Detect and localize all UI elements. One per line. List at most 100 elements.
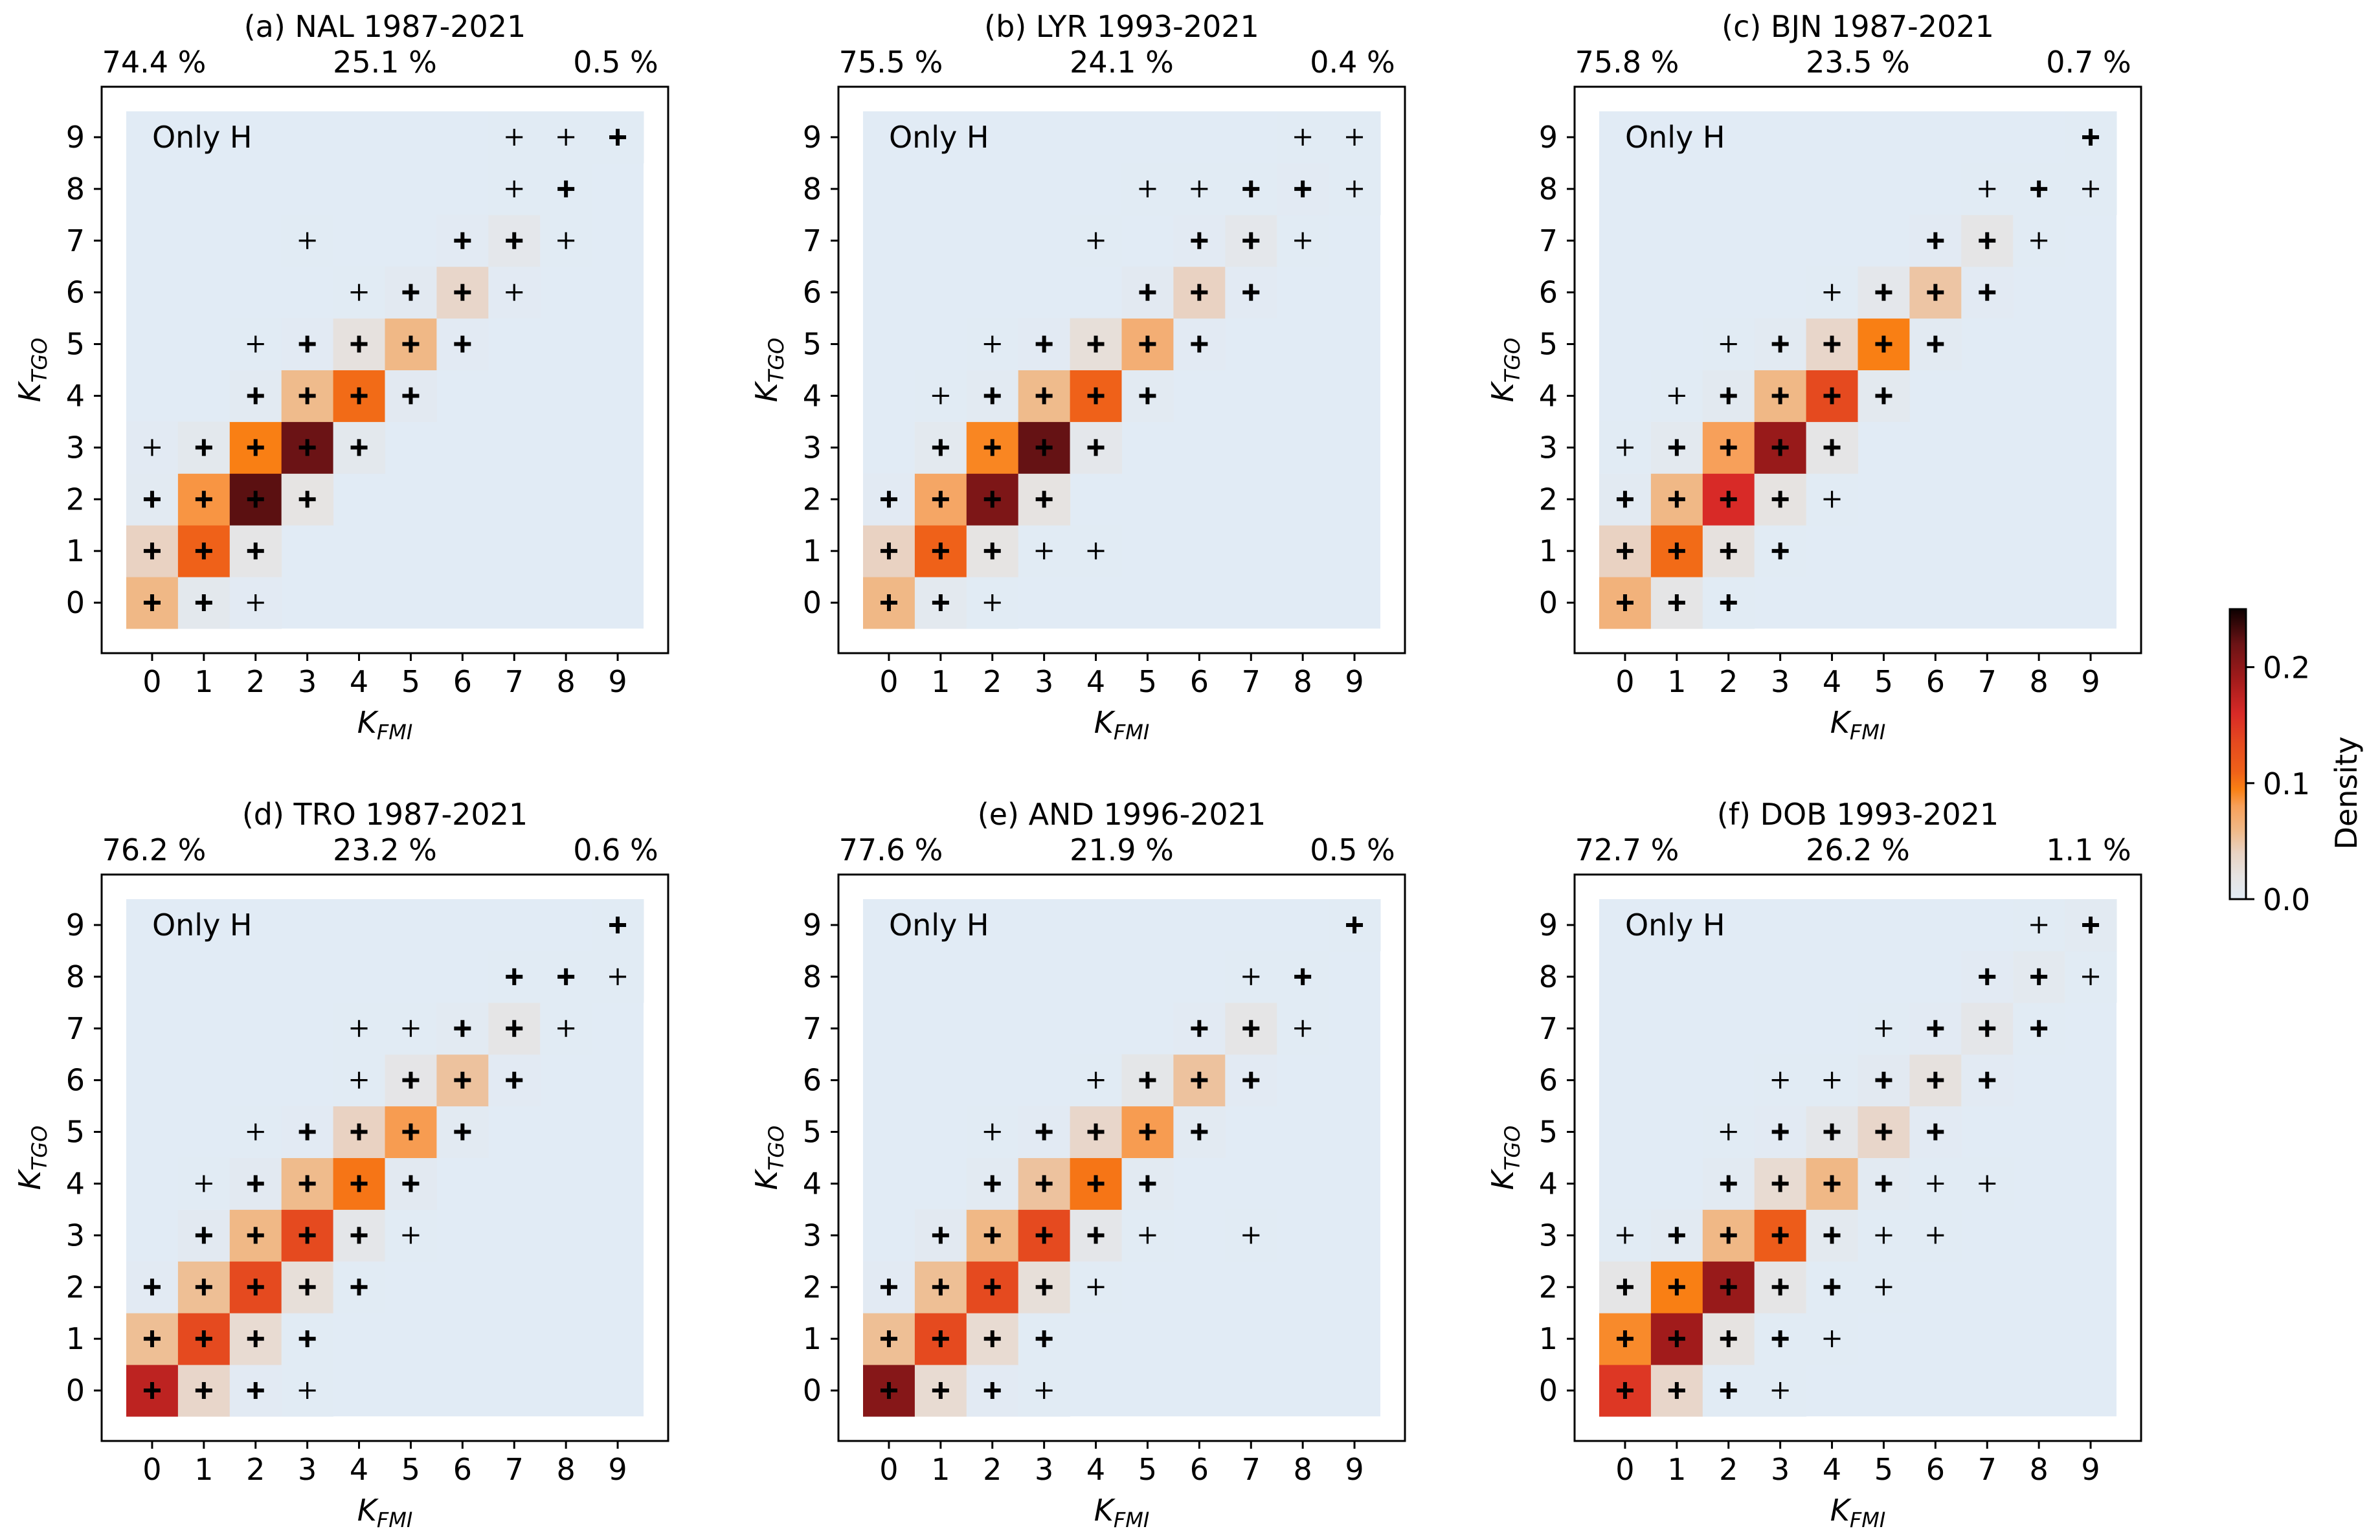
x-axis-label-main: K bbox=[357, 705, 379, 740]
x-axis-label-subscript: FMI bbox=[377, 720, 412, 744]
plus-marker bbox=[1242, 1071, 1260, 1089]
plus-marker bbox=[1927, 1175, 1944, 1192]
colorbar: 0.0 0.1 0.2 Density bbox=[2228, 608, 2364, 917]
plus-marker bbox=[1979, 1071, 1996, 1089]
x-axis-label-subscript: FMI bbox=[377, 1508, 412, 1532]
y-axis: 0 1 2 3 4 5 6 7 8 9 KTGO bbox=[1485, 908, 1575, 1408]
plus-marker bbox=[1823, 335, 1841, 353]
panel-title: (f) DOB 1993-2021 bbox=[1717, 797, 1999, 832]
panel-title: (d) TRO 1987-2021 bbox=[242, 797, 528, 832]
plus-marker bbox=[247, 1227, 264, 1244]
inset-label-only-h: Only H bbox=[889, 120, 989, 155]
plus-marker bbox=[1875, 387, 1892, 405]
x-tick-label: 4 bbox=[1823, 1452, 1841, 1487]
plus-marker bbox=[932, 387, 949, 405]
percentage-label: 0.4 % bbox=[1310, 45, 1395, 80]
x-tick-label: 0 bbox=[1615, 664, 1634, 699]
markers bbox=[1616, 916, 2100, 1400]
plus-marker bbox=[1616, 439, 1633, 456]
plus-marker bbox=[247, 1382, 264, 1400]
plus-marker bbox=[350, 1123, 368, 1141]
plus-marker bbox=[983, 1227, 1001, 1244]
plus-marker bbox=[506, 232, 523, 249]
plus-marker bbox=[1771, 1175, 1789, 1192]
plus-marker bbox=[1139, 387, 1156, 405]
y-tick-label: 2 bbox=[66, 1269, 85, 1304]
colorbar-gradient bbox=[2228, 608, 2247, 900]
plus-marker bbox=[983, 542, 1001, 560]
x-tick-label: 1 bbox=[931, 664, 950, 699]
plus-marker bbox=[1823, 491, 1841, 508]
x-axis: 0 1 2 3 4 5 6 7 8 9 KFMI bbox=[879, 1441, 1364, 1532]
plus-marker bbox=[1616, 1330, 1633, 1348]
plus-marker bbox=[402, 335, 420, 353]
x-tick-label: 3 bbox=[298, 1452, 317, 1487]
x-tick-label: 7 bbox=[1978, 664, 1997, 699]
plus-marker bbox=[247, 1175, 264, 1192]
plus-marker bbox=[1139, 1227, 1156, 1244]
plus-marker bbox=[1139, 335, 1156, 353]
plus-marker bbox=[247, 1123, 264, 1141]
panel-b: (b) LYR 1993-2021 75.5 % 24.1 % 0.4 % Only H… bbox=[749, 9, 1406, 744]
x-tick-label: 8 bbox=[2030, 664, 2049, 699]
plus-marker bbox=[880, 1330, 897, 1348]
plus-marker bbox=[983, 439, 1001, 456]
plus-marker bbox=[247, 1278, 264, 1296]
plus-marker bbox=[1720, 335, 1737, 353]
y-tick-label: 4 bbox=[1539, 378, 1558, 413]
y-tick-label: 3 bbox=[66, 430, 85, 465]
x-tick-label: 8 bbox=[557, 664, 576, 699]
x-tick-label: 8 bbox=[2030, 1452, 2049, 1487]
plus-marker bbox=[880, 594, 897, 612]
plus-marker bbox=[1875, 1175, 1892, 1192]
plus-marker bbox=[1087, 335, 1105, 353]
x-tick-label: 6 bbox=[1926, 664, 1945, 699]
plus-marker bbox=[402, 1227, 420, 1244]
plus-marker bbox=[143, 491, 161, 508]
plus-marker bbox=[1242, 1020, 1260, 1037]
x-tick-label: 5 bbox=[1138, 1452, 1157, 1487]
y-tick-label: 7 bbox=[1539, 223, 1558, 258]
y-axis-label-subscript: TGO bbox=[27, 338, 52, 383]
plus-marker bbox=[350, 387, 368, 405]
plus-marker bbox=[983, 491, 1001, 508]
plus-marker bbox=[880, 1278, 897, 1296]
plus-marker bbox=[932, 542, 949, 560]
x-tick-label: 9 bbox=[1345, 1452, 1364, 1487]
plus-marker bbox=[298, 1278, 316, 1296]
plus-marker bbox=[1823, 1330, 1841, 1348]
plus-marker bbox=[609, 916, 627, 933]
plus-marker bbox=[983, 1278, 1001, 1296]
plus-marker bbox=[1979, 1020, 1996, 1037]
plus-marker bbox=[1668, 542, 1685, 560]
y-tick-label: 5 bbox=[803, 1115, 822, 1150]
plus-marker bbox=[1139, 1123, 1156, 1141]
plus-marker bbox=[1087, 1071, 1105, 1089]
y-axis-label-main: K bbox=[749, 1168, 784, 1190]
y-axis: 0 1 2 3 4 5 6 7 8 9 KTGO bbox=[12, 120, 102, 620]
x-tick-label: 7 bbox=[1978, 1452, 1997, 1487]
plus-marker bbox=[1720, 491, 1737, 508]
panel-e: (e) AND 1996-2021 77.6 % 21.9 % 0.5 % Only H… bbox=[749, 797, 1406, 1532]
plus-marker bbox=[1875, 1227, 1892, 1244]
y-tick-label: 1 bbox=[803, 533, 822, 568]
plus-marker bbox=[1771, 542, 1789, 560]
plus-marker bbox=[195, 1227, 212, 1244]
plus-marker bbox=[298, 439, 316, 456]
y-axis-label: KTGO bbox=[12, 338, 52, 403]
plus-marker bbox=[1875, 1278, 1892, 1296]
x-tick-label: 1 bbox=[1667, 1452, 1686, 1487]
plus-marker bbox=[1346, 180, 1364, 197]
y-axis-label-main: K bbox=[12, 380, 47, 402]
y-tick-label: 0 bbox=[66, 1373, 85, 1408]
x-tick-label: 0 bbox=[879, 1452, 898, 1487]
x-tick-label: 9 bbox=[608, 664, 627, 699]
plus-marker bbox=[1242, 968, 1260, 985]
plus-marker bbox=[195, 1382, 212, 1400]
x-tick-label: 1 bbox=[194, 664, 213, 699]
y-tick-label: 8 bbox=[803, 959, 822, 994]
plus-marker bbox=[1771, 1071, 1789, 1089]
plus-marker bbox=[506, 128, 523, 146]
plus-marker bbox=[195, 439, 212, 456]
